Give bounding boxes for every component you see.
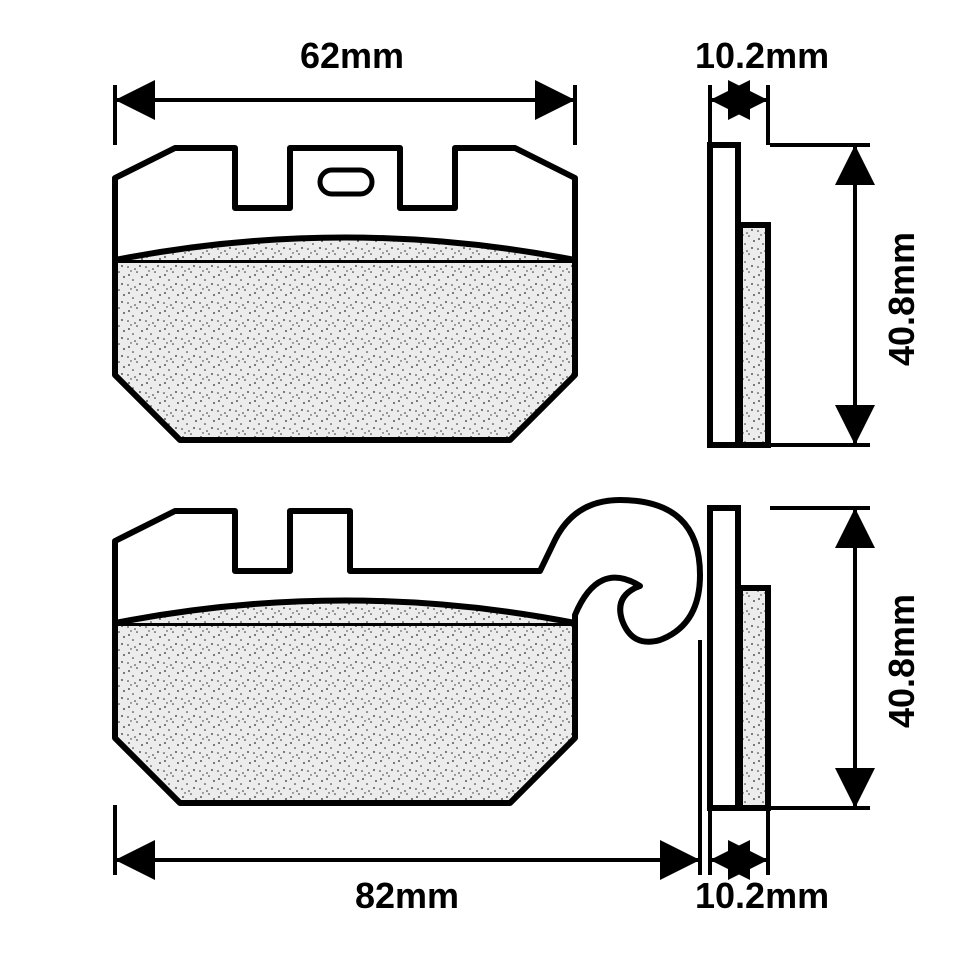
bottom-pad-side	[710, 508, 768, 808]
label-top-width: 62mm	[300, 35, 404, 77]
diagram-stage: 62mm 10.2mm 82mm 10.2mm 40.8mm 40.8mm	[0, 0, 960, 960]
label-height-top: 40.8mm	[881, 232, 923, 366]
label-height-bottom: 40.8mm	[881, 594, 923, 728]
label-bottom-thickness: 10.2mm	[695, 875, 829, 917]
label-top-thickness: 10.2mm	[695, 35, 829, 77]
label-bottom-width: 82mm	[355, 875, 459, 917]
top-pad-face	[115, 148, 575, 440]
top-pad-side	[710, 145, 768, 445]
bottom-pad-face	[115, 500, 700, 803]
technical-drawing	[0, 0, 960, 960]
